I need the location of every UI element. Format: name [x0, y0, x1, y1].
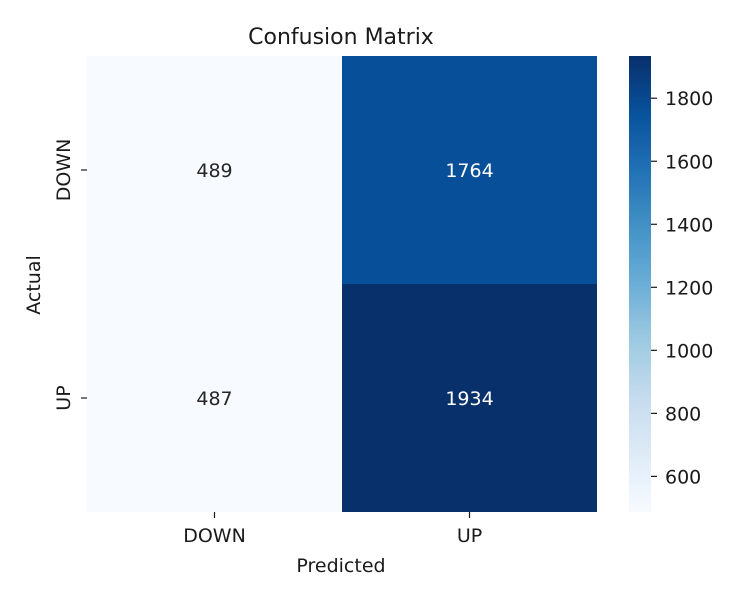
y-tick-label: DOWN — [53, 139, 75, 202]
x-axis-ticks: DOWN UP — [183, 512, 482, 547]
colorbar-tick-label: 1000 — [665, 340, 713, 362]
x-axis-label: Predicted — [296, 555, 385, 577]
chart-title: Confusion Matrix — [248, 25, 434, 50]
colorbar-tick-label: 1800 — [665, 88, 713, 110]
heatmap-cells: 489 1764 487 1934 — [87, 56, 597, 512]
colorbar: 600 800 1000 1200 1400 1600 1800 — [629, 56, 713, 512]
y-tick-label: UP — [53, 385, 75, 410]
cell-value-label: 487 — [196, 388, 232, 410]
y-axis-label: Actual — [23, 255, 45, 315]
colorbar-tick-label: 1600 — [665, 151, 713, 173]
y-axis-ticks: DOWN UP — [53, 139, 87, 411]
colorbar-gradient — [629, 56, 651, 512]
colorbar-tick-label: 800 — [665, 403, 701, 425]
heatmap-cell — [87, 56, 342, 284]
heatmap-cell — [342, 56, 597, 284]
cell-value-label: 1764 — [445, 160, 493, 182]
colorbar-tick-label: 600 — [665, 466, 701, 488]
colorbar-tick-label: 1400 — [665, 214, 713, 236]
x-tick-label: UP — [457, 525, 482, 547]
cell-value-label: 1934 — [445, 388, 493, 410]
x-tick-label: DOWN — [183, 525, 246, 547]
heatmap-cell — [87, 284, 342, 512]
colorbar-tick-label: 1200 — [665, 277, 713, 299]
heatmap-cell — [342, 284, 597, 512]
cell-value-label: 489 — [196, 160, 232, 182]
